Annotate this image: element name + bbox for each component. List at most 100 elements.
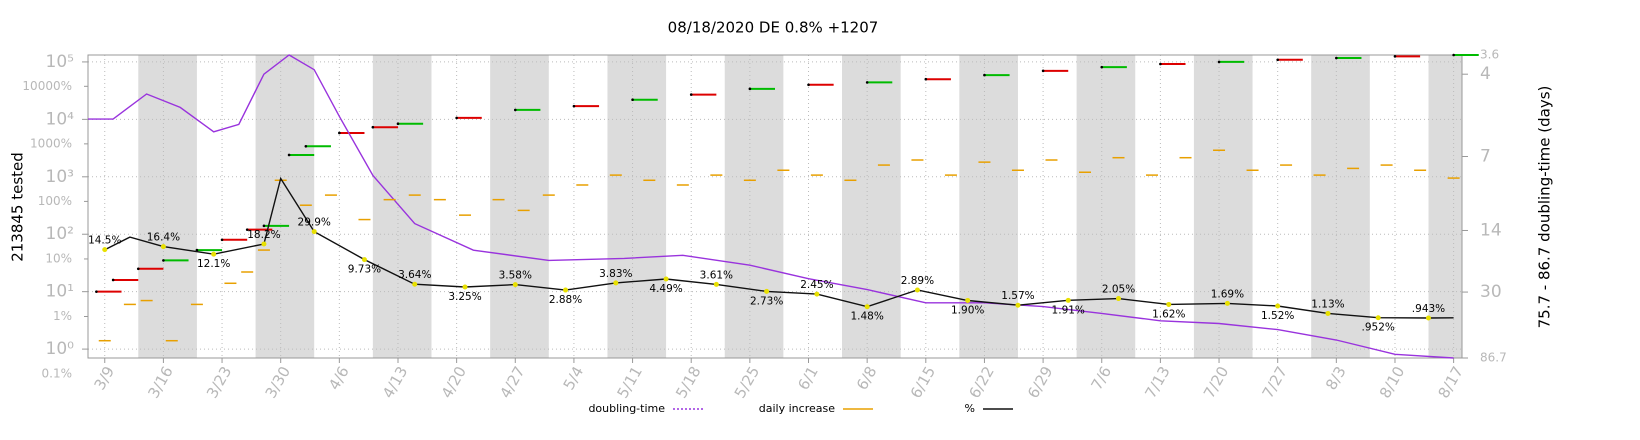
tested-dot xyxy=(572,104,576,108)
week-band xyxy=(1193,55,1253,358)
tested-dot xyxy=(396,122,400,126)
point-marker xyxy=(713,281,719,287)
legend-label: daily increase xyxy=(759,402,835,415)
data-label: .943% xyxy=(1412,303,1445,315)
y3-tick-label: 10000% xyxy=(22,79,72,93)
tested-dot xyxy=(136,267,140,271)
week-band xyxy=(138,55,197,358)
data-label: 9.73% xyxy=(348,264,381,276)
data-label: 1.91% xyxy=(1052,304,1085,316)
data-label: 12.1% xyxy=(197,258,230,270)
data-label: 2.45% xyxy=(800,279,833,291)
week-band xyxy=(1428,55,1462,358)
point-marker xyxy=(1275,303,1281,309)
tested-dot xyxy=(1393,55,1397,58)
data-label: 14.5% xyxy=(88,235,121,247)
point-marker xyxy=(914,287,920,293)
data-label: 1.62% xyxy=(1152,308,1185,320)
week-band xyxy=(1076,55,1136,358)
data-label: 3.83% xyxy=(599,268,632,280)
tested-dot xyxy=(924,77,928,81)
tested-dot xyxy=(748,87,752,91)
data-label: 1.48% xyxy=(850,311,883,323)
plot-frame xyxy=(87,54,1463,359)
data-label: 2.89% xyxy=(901,275,934,287)
tested-dot xyxy=(245,228,249,231)
point-marker xyxy=(1166,301,1172,307)
week-band xyxy=(1311,55,1370,358)
point-marker xyxy=(1375,315,1381,321)
tested-dot xyxy=(162,259,165,262)
y3-tick-label: 0.1% xyxy=(42,367,73,381)
y2-axis-label: 75.7 - 86.7 doubling-time (days) xyxy=(1536,86,1554,329)
tested-dot xyxy=(513,108,517,112)
point-marker xyxy=(211,251,217,257)
series-line xyxy=(104,176,1454,319)
tested-dot xyxy=(1276,58,1279,62)
y-tick-label: 10³ xyxy=(46,167,74,187)
point-marker xyxy=(1325,310,1331,316)
point-marker xyxy=(1015,302,1021,308)
point-marker xyxy=(412,281,418,287)
data-label: 3.64% xyxy=(398,269,431,281)
y-axis-label: 213845 tested xyxy=(9,152,27,262)
y2-tick-label: 4 xyxy=(1480,64,1491,84)
point-marker xyxy=(613,280,619,286)
week-band xyxy=(842,55,901,358)
point-marker xyxy=(764,288,770,294)
tested-dot xyxy=(983,73,986,77)
point-marker xyxy=(311,229,317,235)
tested-dot xyxy=(220,238,224,242)
y3-tick-label: 10% xyxy=(45,251,72,265)
y3-tick-label: 100% xyxy=(38,194,72,208)
point-marker xyxy=(512,282,518,288)
data-label: 1.90% xyxy=(951,304,984,316)
tested-dot xyxy=(304,144,308,148)
tested-dot xyxy=(287,153,291,157)
point-marker xyxy=(1224,300,1230,306)
chart-title: 08/18/2020 DE 0.8% +1207 xyxy=(668,19,879,37)
tested-dot xyxy=(1041,69,1045,73)
tested-dot xyxy=(1100,65,1104,69)
data-label: 3.58% xyxy=(499,270,532,282)
y2-tick-label: 30 xyxy=(1480,282,1502,302)
tested-dot xyxy=(455,116,458,120)
legend: doubling-time daily increase% xyxy=(588,402,1013,415)
point-marker xyxy=(1065,297,1071,303)
point-marker xyxy=(261,241,267,247)
y2-tick-label: 7 xyxy=(1480,147,1491,167)
tested-dot xyxy=(1335,56,1338,60)
point-marker xyxy=(663,276,669,282)
y2-tick-label: 86.7 xyxy=(1480,351,1507,365)
y3-tick-label: 1000% xyxy=(30,136,72,150)
legend-label: doubling-time xyxy=(588,402,665,415)
data-label: 4.49% xyxy=(649,283,682,295)
y-tick-label: 10⁴ xyxy=(46,109,75,129)
tested-dot xyxy=(689,93,693,96)
point-marker xyxy=(102,247,108,253)
week-band xyxy=(607,55,667,358)
week-band xyxy=(724,55,784,358)
data-label: 2.73% xyxy=(750,295,783,307)
week-band xyxy=(372,55,432,358)
tested-dot xyxy=(195,248,199,252)
y-tick-label: 10⁵ xyxy=(46,52,74,72)
data-label: 2.88% xyxy=(549,294,582,306)
tested-dot xyxy=(338,131,341,135)
data-label: 29.9% xyxy=(298,217,331,229)
marks: 14.5% 16.4% 12.1% 18.2% 29.9% 9.73% 3.64% 3.25%… xyxy=(88,53,1479,359)
tested-dot xyxy=(1217,60,1221,64)
tested-dot xyxy=(631,98,634,101)
data-label: 16.4% xyxy=(147,232,180,244)
data-label: 3.25% xyxy=(448,291,481,303)
data-label: 1.69% xyxy=(1211,288,1244,300)
y3-tick-label: 1% xyxy=(53,309,72,323)
series-line xyxy=(88,54,1454,359)
point-marker xyxy=(160,244,166,250)
tested-dot xyxy=(1159,62,1162,66)
point-marker xyxy=(814,291,820,297)
point-marker xyxy=(864,304,870,310)
week-band xyxy=(959,55,1018,358)
data-label: 1.13% xyxy=(1311,298,1344,310)
